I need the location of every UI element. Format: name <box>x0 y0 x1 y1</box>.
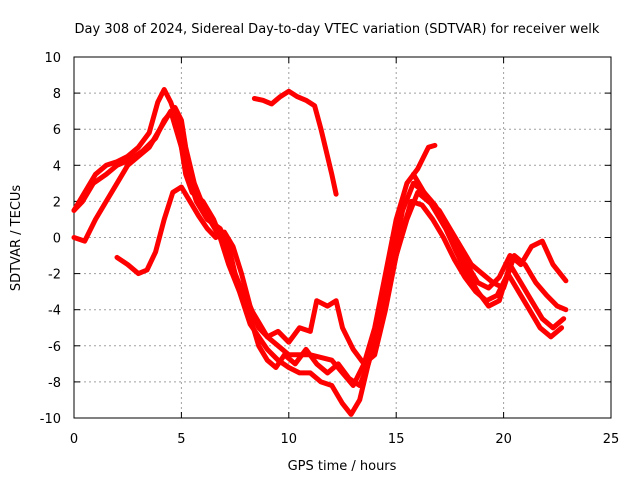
x-tick-label: 5 <box>177 432 185 447</box>
x-tick-label: 20 <box>495 432 512 447</box>
y-tick-label: 10 <box>44 51 61 66</box>
series-group <box>71 87 569 417</box>
series-line-track-d <box>114 184 569 367</box>
y-tick-label: 2 <box>53 195 61 210</box>
y-axis-label: SDTVAR / TECUs <box>9 185 24 292</box>
y-tick-label: 0 <box>53 232 61 247</box>
y-axis: -10 -8 -6 -4 -2 0 2 4 6 8 10 <box>40 51 611 427</box>
x-tick-label: 25 <box>603 432 620 447</box>
x-axis: 0 5 10 15 20 25 <box>70 57 619 447</box>
x-tick-label: 0 <box>70 432 78 447</box>
y-tick-label: 8 <box>53 87 61 102</box>
y-tick-label: 6 <box>53 123 61 138</box>
y-tick-label: -10 <box>40 412 61 427</box>
series-line-track-e <box>251 88 339 197</box>
series-line-track-f <box>410 171 569 291</box>
chart-title: Day 308 of 2024, Sidereal Day-to-day VTE… <box>75 22 600 37</box>
x-tick-label: 15 <box>388 432 405 447</box>
y-tick-label: 4 <box>53 159 61 174</box>
series-line-track-c <box>71 108 565 388</box>
y-tick-label: -4 <box>48 304 61 319</box>
x-tick-label: 10 <box>281 432 298 447</box>
y-tick-label: -2 <box>48 268 61 283</box>
x-axis-label: GPS time / hours <box>288 459 397 474</box>
y-tick-label: -6 <box>48 340 61 355</box>
y-tick-label: -8 <box>48 376 61 391</box>
